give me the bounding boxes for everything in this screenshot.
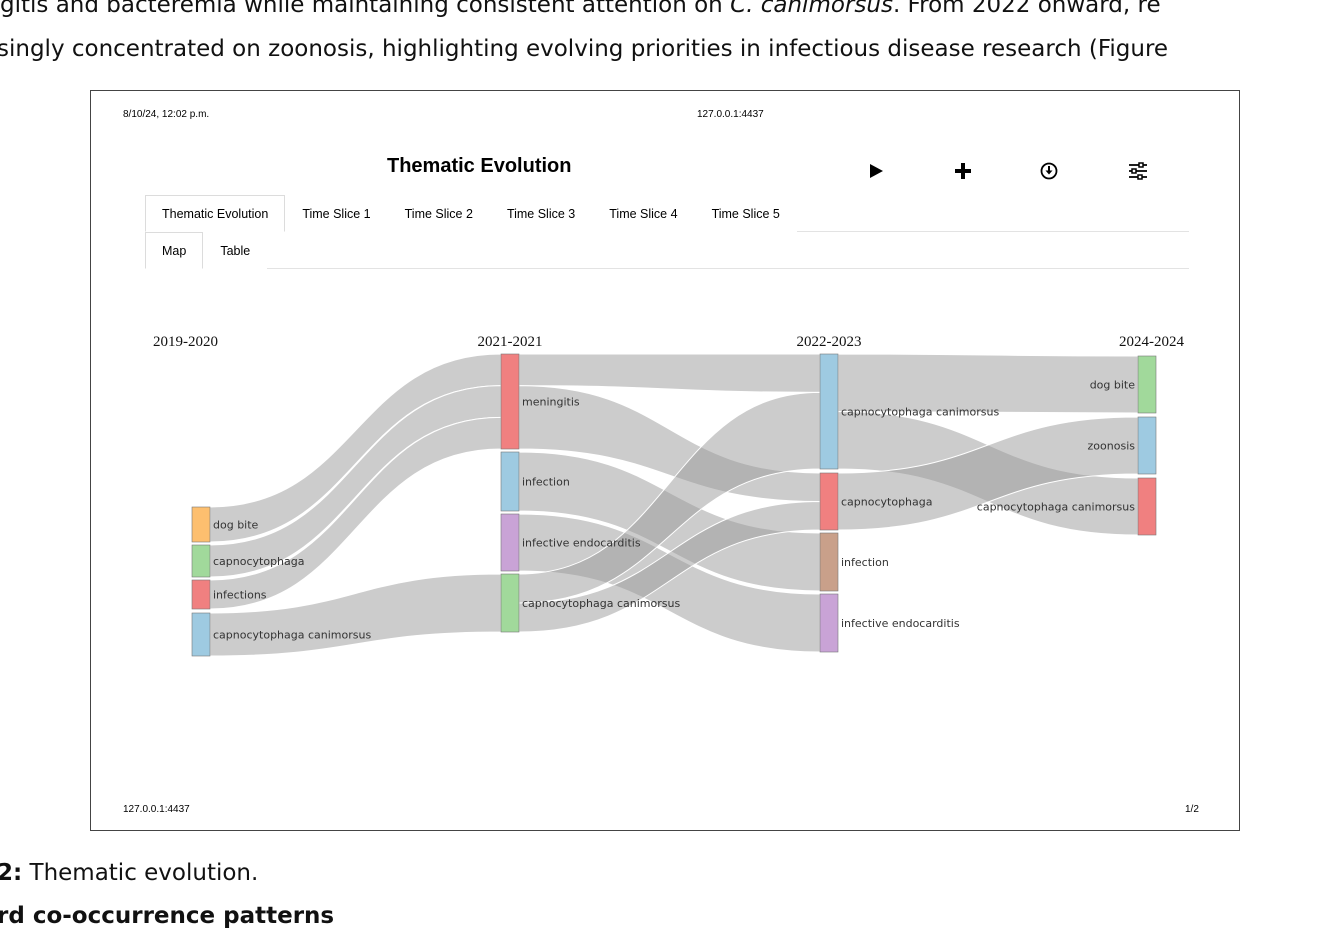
sankey-node[interactable] <box>819 593 839 653</box>
print-date: 8/10/24, 12:02 p.m. <box>123 109 210 120</box>
play-button[interactable] <box>862 159 890 183</box>
tab-time-slice-4[interactable]: Time Slice 4 <box>592 195 695 232</box>
paragraph-text: gitis and bacteremia while maintaining c… <box>0 0 731 18</box>
main-tabs: Thematic Evolution Time Slice 1 Time Sli… <box>145 195 1189 232</box>
tab-thematic-evolution[interactable]: Thematic Evolution <box>145 195 286 232</box>
sankey-node-label: infections <box>213 589 267 602</box>
sankey-node[interactable] <box>500 513 520 572</box>
sankey-node[interactable] <box>819 532 839 592</box>
sankey-nodes: dog bite capnocytophaga infections capnocyt… <box>191 353 1157 657</box>
sankey-node-label: meningitis <box>522 396 580 409</box>
tab-time-slice-1[interactable]: Time Slice 1 <box>285 195 388 232</box>
figure-caption: 2: Thematic evolution. <box>0 860 258 886</box>
sankey-node-label: capnocytophaga canimorsus <box>213 629 371 642</box>
tab-time-slice-3[interactable]: Time Slice 3 <box>489 195 593 232</box>
document-paragraph-line: singly concentrated on zoonosis, highlig… <box>0 36 1169 62</box>
paragraph-text: . From 2022 onward, re <box>892 0 1161 18</box>
sub-tabs: Map Table <box>145 232 1189 269</box>
add-button[interactable] <box>949 159 977 183</box>
sankey-node[interactable] <box>819 472 839 531</box>
sankey-node[interactable] <box>1137 416 1157 475</box>
species-name: C. canimorsus <box>730 0 893 18</box>
sankey-node-label: capnocytophaga canimorsus <box>841 406 999 419</box>
download-icon <box>1040 162 1058 180</box>
sankey-node[interactable] <box>500 353 520 450</box>
tab-time-slice-5[interactable]: Time Slice 5 <box>694 195 797 232</box>
sankey-node-label: infection <box>841 556 889 569</box>
app-title: Thematic Evolution <box>387 155 572 177</box>
settings-button[interactable] <box>1124 159 1152 183</box>
period-label: 2021-2021 <box>478 334 543 350</box>
tab-map[interactable]: Map <box>145 232 204 269</box>
period-label: 2019-2020 <box>153 334 218 350</box>
sankey-node-label: dog bite <box>1090 379 1136 392</box>
download-button[interactable] <box>1035 159 1063 183</box>
sankey-node[interactable] <box>500 451 520 512</box>
sankey-node[interactable] <box>191 579 211 610</box>
play-icon <box>870 164 883 178</box>
sankey-node[interactable] <box>1137 477 1157 536</box>
tab-table[interactable]: Table <box>203 232 268 269</box>
plus-icon <box>955 163 971 179</box>
sankey-node[interactable] <box>191 506 211 543</box>
sankey-node-label: infective endocarditis <box>522 537 641 550</box>
period-label: 2022-2023 <box>797 334 862 350</box>
sankey-node-label: infective endocarditis <box>841 617 960 630</box>
tab-time-slice-2[interactable]: Time Slice 2 <box>387 195 490 232</box>
page-number: 1/2 <box>1185 804 1199 815</box>
sankey-node-label: infection <box>522 476 570 489</box>
document-paragraph-line: gitis and bacteremia while maintaining c… <box>0 0 1161 18</box>
caption-text: Thematic evolution. <box>22 860 259 886</box>
sankey-links <box>209 353 1139 657</box>
print-url: 127.0.0.1:4437 <box>697 109 764 120</box>
sankey-node-label: capnocytophaga canimorsus <box>522 597 680 610</box>
sankey-link[interactable] <box>209 385 502 578</box>
sankey-node[interactable] <box>1137 355 1157 414</box>
sankey-node-label: dog bite <box>213 519 259 532</box>
sankey-node-label: capnocytophaga <box>213 555 305 568</box>
section-heading: rd co-occurrence patterns <box>0 903 335 929</box>
screenshot-frame: 8/10/24, 12:02 p.m. 127.0.0.1:4437 Thema… <box>90 90 1240 831</box>
thematic-evolution-sankey: dog bite capnocytophaga infections capnocyt… <box>153 334 1184 657</box>
footer-url: 127.0.0.1:4437 <box>123 804 190 815</box>
sankey-link[interactable] <box>518 353 821 393</box>
caption-label: 2: <box>0 860 23 886</box>
period-label: 2024-2024 <box>1119 334 1184 350</box>
sankey-node[interactable] <box>191 612 211 657</box>
sankey-node[interactable] <box>191 544 211 578</box>
sankey-node[interactable] <box>500 573 520 633</box>
sankey-node[interactable] <box>819 353 839 470</box>
sankey-node-label: capnocytophaga canimorsus <box>977 501 1135 514</box>
sankey-node-label: capnocytophaga <box>841 496 933 509</box>
settings-sliders-icon <box>1129 162 1147 180</box>
sankey-node-label: zoonosis <box>1088 440 1136 453</box>
